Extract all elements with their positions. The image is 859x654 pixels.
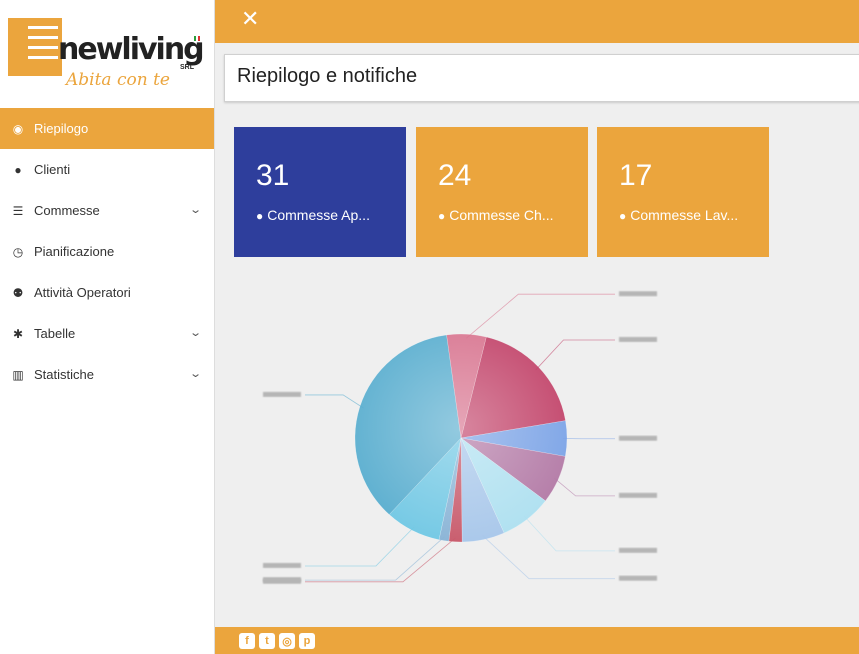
sidebar-item-label: Tabelle bbox=[34, 326, 76, 341]
pie-leader-line bbox=[305, 537, 456, 583]
card-count: 17 bbox=[619, 159, 653, 192]
chevron-down-icon[interactable]: ⌄ bbox=[188, 327, 202, 339]
sidebar-item-tabelle[interactable]: ✱ Tabelle ⌄ bbox=[0, 313, 214, 354]
card-count: 31 bbox=[256, 159, 290, 192]
brand-suffix: SRL bbox=[180, 64, 194, 71]
card-label: Commesse Ap... bbox=[267, 207, 370, 223]
list-icon: ☰ bbox=[12, 203, 24, 218]
pie-slice-label-illegible bbox=[619, 291, 657, 297]
sidebar-item-attivita[interactable]: ⚉ Attività Operatori bbox=[0, 272, 214, 313]
user-icon: ● bbox=[619, 209, 627, 223]
brand-slogan: Abita con te bbox=[66, 70, 170, 90]
twitter-icon[interactable]: t bbox=[259, 633, 275, 649]
user-icon: ● bbox=[256, 209, 264, 223]
page-title: Riepilogo e notifiche bbox=[237, 65, 418, 87]
pie-leader-line bbox=[535, 339, 615, 371]
page-header: Riepilogo e notifiche bbox=[224, 54, 859, 102]
top-bar: ✕ bbox=[215, 0, 859, 43]
pie-slice-label-illegible bbox=[263, 577, 301, 583]
pie-leader-line bbox=[305, 394, 364, 409]
sidebar-item-pianificazione[interactable]: ◷ Pianificazione bbox=[0, 231, 214, 272]
pie-leader-line bbox=[305, 536, 445, 581]
card-count: 24 bbox=[438, 159, 472, 192]
sidebar: newliving SRL Abita con te ◉ Riepilogo ● Cl… bbox=[0, 0, 215, 654]
pie-highlight bbox=[355, 334, 567, 542]
brand-logo[interactable]: newliving SRL Abita con te bbox=[8, 14, 208, 100]
footer: f t ◎ p bbox=[215, 627, 859, 654]
chevron-down-icon[interactable]: ⌄ bbox=[188, 368, 202, 380]
card-commesse-aperte[interactable]: 31 ● Commesse Ap... bbox=[234, 127, 406, 257]
pie-slice-label-illegible bbox=[619, 492, 657, 498]
pie-leader-line bbox=[305, 526, 415, 567]
card-label: Commesse Ch... bbox=[449, 207, 554, 223]
user-icon: ● bbox=[14, 162, 22, 177]
card-label: Commesse Lav... bbox=[630, 207, 739, 223]
chevron-down-icon[interactable]: ⌄ bbox=[188, 204, 202, 216]
sidebar-item-label: Clienti bbox=[34, 162, 71, 177]
italian-flag-icon bbox=[194, 36, 200, 41]
sidebar-item-statistiche[interactable]: ▥ Statistiche ⌄ bbox=[0, 354, 214, 395]
pie-slice-label-illegible bbox=[619, 575, 657, 581]
pie-slice-label-illegible bbox=[263, 562, 301, 568]
sidebar-item-label: Statistiche bbox=[34, 367, 94, 382]
sidebar-item-label: Riepilogo bbox=[34, 121, 89, 136]
sidebar-item-label: Attività Operatori bbox=[34, 285, 131, 300]
card-commesse-chiuse[interactable]: 24 ● Commesse Ch... bbox=[416, 127, 588, 257]
gear-icon: ✱ bbox=[12, 326, 24, 341]
pie-slice-label-illegible bbox=[619, 547, 657, 553]
users-icon: ⚉ bbox=[12, 285, 24, 300]
clock-icon: ◷ bbox=[12, 244, 24, 259]
pie-leader-line bbox=[554, 477, 615, 497]
pie-slice-label-illegible bbox=[619, 435, 657, 441]
pie-leader-line bbox=[482, 535, 615, 580]
brand-name: newliving bbox=[58, 32, 205, 67]
sidebar-item-label: Pianificazione bbox=[34, 244, 115, 259]
pie-leader-line bbox=[524, 516, 615, 552]
sidebar-nav: ◉ Riepilogo ● Clienti ☰ Commesse ⌄ ◷ Pianificazi… bbox=[0, 108, 214, 395]
pie-chart-svg bbox=[263, 291, 657, 584]
pinterest-icon[interactable]: p bbox=[299, 633, 315, 649]
close-icon[interactable]: ✕ bbox=[241, 6, 260, 31]
sidebar-item-riepilogo[interactable]: ◉ Riepilogo bbox=[0, 108, 214, 149]
pie-chart bbox=[215, 270, 859, 620]
bar-chart-icon: ▥ bbox=[12, 367, 24, 382]
logo-mark bbox=[8, 18, 62, 76]
dashboard-icon: ◉ bbox=[12, 121, 24, 136]
pie-slice-label-illegible bbox=[619, 336, 657, 342]
facebook-icon[interactable]: f bbox=[239, 633, 255, 649]
instagram-icon[interactable]: ◎ bbox=[279, 633, 295, 649]
pie-leader-line bbox=[466, 293, 615, 339]
sidebar-item-clienti[interactable]: ● Clienti bbox=[0, 149, 214, 190]
user-icon: ● bbox=[438, 209, 446, 223]
social-links: f t ◎ p bbox=[239, 633, 315, 649]
card-commesse-lavorazione[interactable]: 17 ● Commesse Lav... bbox=[597, 127, 769, 257]
sidebar-item-label: Commesse bbox=[34, 203, 100, 218]
pie-slice-label-illegible bbox=[263, 391, 301, 397]
sidebar-item-commesse[interactable]: ☰ Commesse ⌄ bbox=[0, 190, 214, 231]
